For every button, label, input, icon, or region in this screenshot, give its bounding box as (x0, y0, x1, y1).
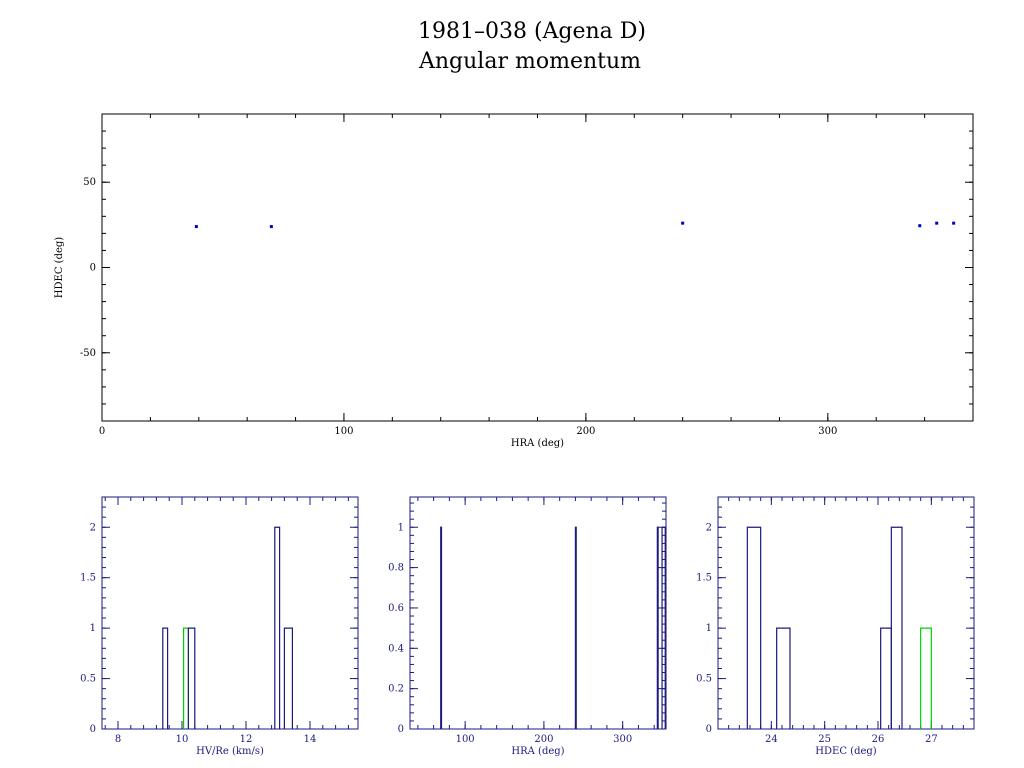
data-point (952, 221, 956, 225)
plot-frame (717, 496, 975, 730)
histogram-velocity-panel: 8 10 12 14 0 0.5 1 1.5 2 HV/Re (km/s) (80, 496, 359, 757)
x-tick-label: 10 (176, 734, 189, 745)
y-tick-label: 0.6 (388, 603, 404, 614)
y-tick-label: 0 (706, 724, 712, 735)
y-tick-label: 1 (706, 623, 712, 634)
data-point (935, 221, 939, 225)
y-tick-label: 1.5 (80, 573, 96, 584)
histogram-bar (274, 526, 281, 729)
x-tick-label: 100 (456, 734, 475, 745)
histogram-bar (574, 526, 577, 729)
y-tick-label: -50 (80, 348, 96, 359)
y-tick-label: 0.2 (388, 684, 404, 695)
y-tick-label: 0 (398, 724, 404, 735)
y-tick-label: 0.8 (388, 563, 404, 574)
x-tick-label: 200 (534, 734, 553, 745)
histogram-hra-panel: 100 200 300 0 0.2 0.4 0.6 0.8 1 HRA (deg) (388, 496, 667, 757)
histogram-bar (440, 526, 443, 729)
data-point (194, 225, 198, 229)
x-axis-label: HRA (deg) (511, 438, 564, 449)
histogram-bar (746, 526, 762, 729)
x-tick-label: 24 (765, 734, 778, 745)
x-tick-label: 27 (925, 734, 938, 745)
scatter-panel: 0 100 200 300 50 0 -50 HRA (deg) HDEC (deg) (54, 113, 974, 449)
histogram-bar (776, 627, 791, 729)
histogram-bar (656, 526, 659, 729)
y-tick-label: 0.4 (388, 643, 404, 654)
plot-frame (409, 496, 667, 730)
data-point (681, 221, 685, 225)
histogram-bar (187, 627, 196, 729)
data-point (269, 225, 273, 229)
histogram-bar (661, 526, 666, 729)
y-tick-label: 0 (90, 724, 96, 735)
x-axis-label: HRA (deg) (511, 746, 564, 757)
histogram-bar (162, 627, 169, 729)
y-tick-label: 50 (83, 177, 96, 188)
y-tick-label: 1 (398, 522, 404, 533)
x-tick-label: 0 (99, 426, 105, 437)
plot-frame (101, 496, 359, 730)
histogram-bar (183, 627, 189, 729)
y-axis-label: HDEC (deg) (54, 237, 65, 298)
x-tick-label: 100 (334, 426, 353, 437)
x-tick-label: 300 (613, 734, 632, 745)
x-tick-label: 12 (240, 734, 253, 745)
x-tick-label: 300 (818, 426, 837, 437)
y-tick-label: 0.5 (696, 674, 712, 685)
x-tick-label: 200 (576, 426, 595, 437)
x-tick-label: 25 (818, 734, 831, 745)
histogram-bar (283, 627, 293, 729)
histogram-hdec-panel: 24 25 26 27 0 0.5 1 1.5 2 HDEC (deg) (696, 496, 975, 757)
plot-frame (101, 113, 974, 422)
y-tick-label: 0.5 (80, 674, 96, 685)
x-axis-label: HV/Re (km/s) (196, 746, 264, 757)
y-tick-label: 1.5 (696, 573, 712, 584)
histogram-bar (920, 627, 932, 729)
y-tick-label: 0 (90, 263, 96, 274)
x-tick-label: 14 (304, 734, 317, 745)
chart-subtitle: Angular momentum (418, 49, 641, 74)
x-tick-label: 8 (115, 734, 121, 745)
y-tick-label: 2 (706, 522, 712, 533)
histogram-bar (880, 627, 892, 729)
y-tick-label: 2 (90, 522, 96, 533)
histogram-bar (890, 526, 903, 729)
y-tick-label: 1 (90, 623, 96, 634)
x-tick-label: 26 (872, 734, 885, 745)
chart-title: 1981–038 (Agena D) (418, 19, 646, 44)
x-axis-label: HDEC (deg) (815, 746, 876, 757)
data-point (918, 224, 922, 228)
